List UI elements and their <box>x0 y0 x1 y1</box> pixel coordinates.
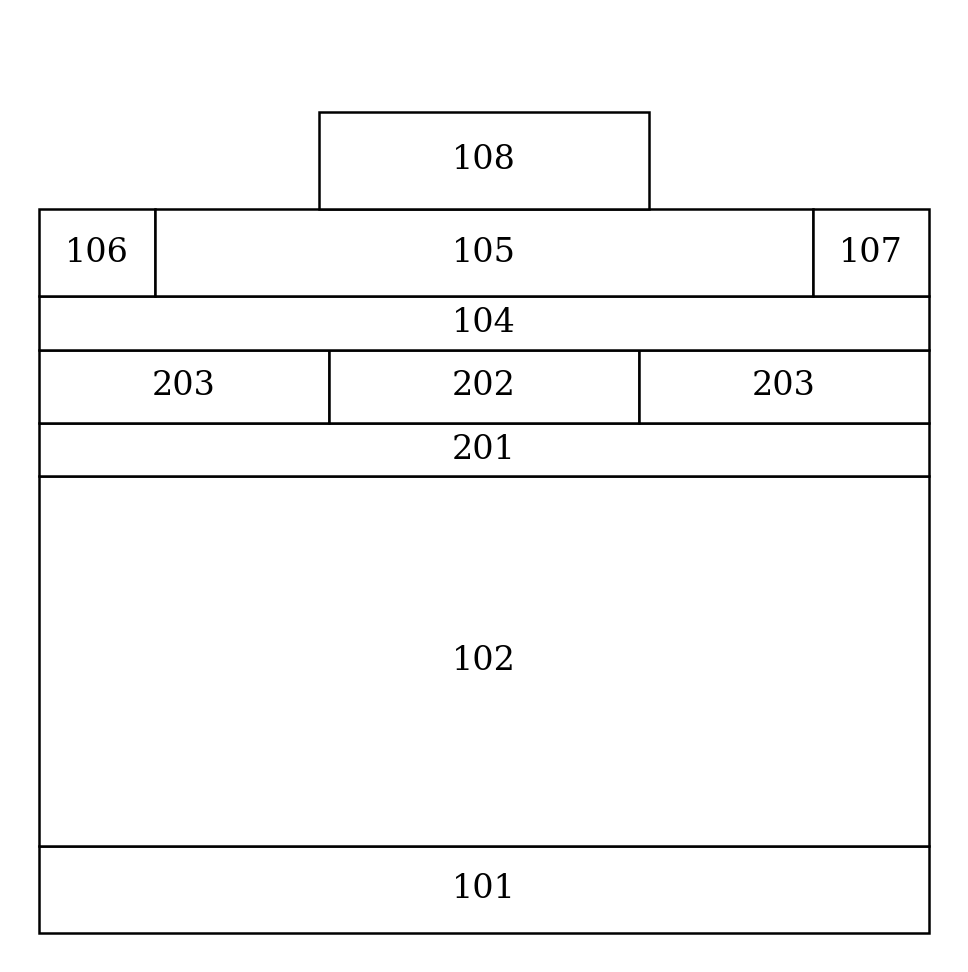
Bar <box>39 209 155 296</box>
Text: 101: 101 <box>452 874 516 905</box>
Text: 104: 104 <box>452 307 516 339</box>
Bar <box>639 350 929 423</box>
Text: 105: 105 <box>452 237 516 268</box>
Text: 201: 201 <box>452 434 516 466</box>
Bar <box>39 296 929 350</box>
Bar <box>155 209 813 296</box>
Text: 107: 107 <box>839 237 903 268</box>
Bar <box>39 423 929 476</box>
Bar <box>39 476 929 846</box>
Bar <box>329 350 639 423</box>
Text: 203: 203 <box>752 370 816 402</box>
Bar <box>813 209 929 296</box>
Bar <box>39 350 329 423</box>
Text: 203: 203 <box>152 370 216 402</box>
Bar <box>39 846 929 933</box>
Text: 106: 106 <box>65 237 129 268</box>
Text: 202: 202 <box>452 370 516 402</box>
Bar <box>319 112 649 209</box>
Text: 108: 108 <box>452 145 516 176</box>
Text: 102: 102 <box>452 645 516 677</box>
